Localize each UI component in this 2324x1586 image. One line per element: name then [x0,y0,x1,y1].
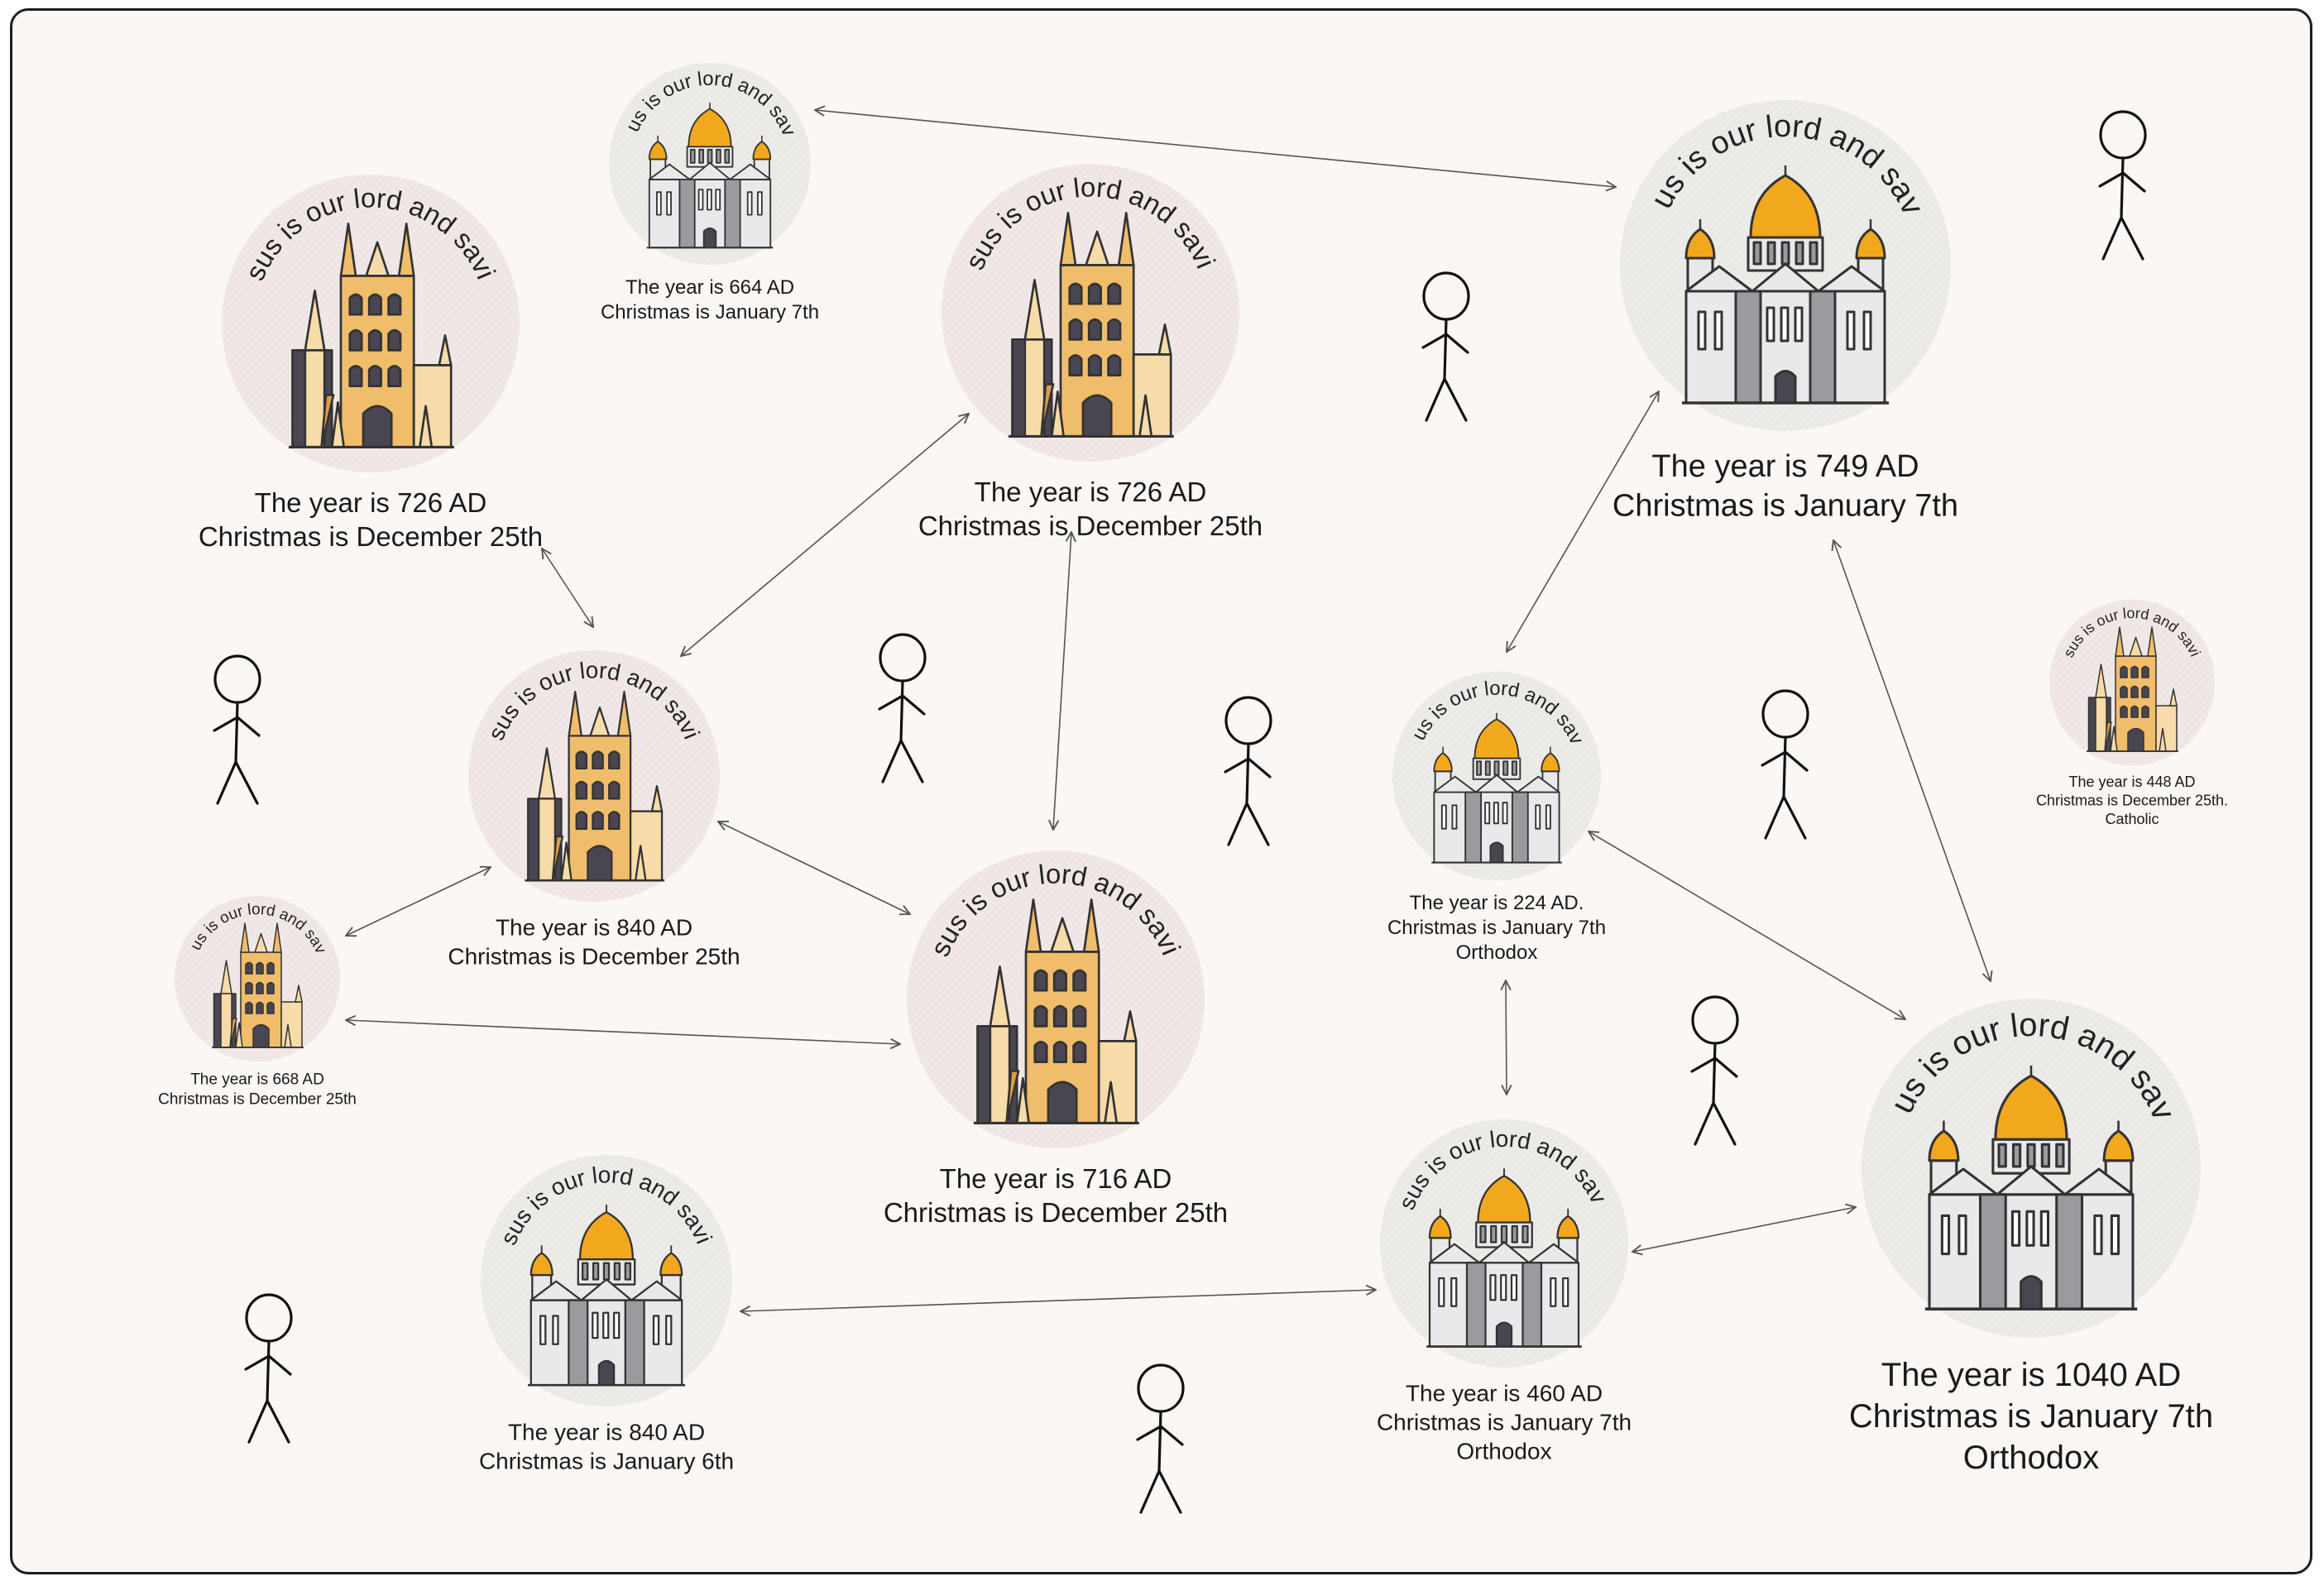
node-caption-line: The year is 664 AD [625,276,794,299]
node-caption-line: Orthodox [1963,1440,2100,1476]
node-caption-line: Catholic [2105,811,2159,827]
figures-layer [213,110,2147,1514]
connector-arrow-n224-n1040[interactable] [1588,831,1905,1019]
node-caption-line: Orthodox [1456,1439,1551,1464]
connector-arrow-n668-n716[interactable] [346,1020,900,1044]
stick-figure-icon[interactable] [244,1293,293,1444]
orthodox-cathedral-icon [528,1205,685,1387]
connector-arrow-n840b-n460[interactable] [740,1290,1376,1311]
connector-arrow-n664-n749[interactable] [815,110,1616,187]
nodes-layer: Jesus is our lord and savior.The year is… [12,11,2228,1476]
node-caption-line: Christmas is January 7th [1849,1398,2213,1435]
church-node-n726a[interactable]: Jesus is our lord and savior.The year is… [12,11,543,552]
node-caption-line: Christmas is December 25th. [2036,793,2228,809]
node-caption-line: The year is 668 AD [190,1071,324,1089]
node-caption-line: The year is 726 AD [975,477,1207,507]
node-caption-line: Christmas is January 6th [479,1449,734,1474]
node-caption-line: Christmas is December 25th [884,1197,1228,1228]
orthodox-cathedral-icon [1431,712,1562,864]
stick-figure-icon[interactable] [1136,1363,1185,1514]
connector-arrow-n749-n1040[interactable] [1833,540,1991,981]
gothic-cathedral-icon [973,898,1139,1124]
connector-arrow-n726a-n840a[interactable] [542,549,593,627]
node-caption-line: The year is 840 AD [496,915,692,941]
orthodox-cathedral-icon [1924,1065,2138,1310]
gothic-cathedral-icon [212,922,304,1048]
node-caption-line: Christmas is December 25th [448,944,740,970]
stick-figure-icon[interactable] [1761,689,1809,840]
node-caption-line: The year is 716 AD [940,1163,1172,1194]
stick-figure-icon[interactable] [1690,995,1739,1146]
connector-arrow-n224-n460[interactable] [1506,980,1507,1095]
node-caption-line: Christmas is January 7th [601,301,819,323]
connector-arrow-n749-n224[interactable] [1507,391,1659,652]
node-caption-line: Christmas is January 7th [1377,1410,1632,1435]
motto-label: Jesus is our lord and savior. [12,11,329,956]
diagram-board: Jesus is our lord and savior.The year is… [12,11,2228,1514]
gothic-cathedral-icon [288,223,454,448]
edges-layer [346,110,1991,1311]
node-caption-line: The year is 448 AD [2068,774,2195,790]
orthodox-cathedral-icon [1426,1168,1582,1348]
node-caption-line: Christmas is December 25th [918,510,1263,541]
node-caption-line: Christmas is December 25th [199,521,543,552]
node-caption-line: The year is 840 AD [508,1420,705,1445]
gothic-cathedral-icon [2087,626,2178,752]
node-caption-line: Orthodox [1456,942,1538,964]
orthodox-cathedral-icon [646,103,774,249]
node-caption-line: Christmas is January 7th [1387,917,1606,939]
connector-arrow-n840a-n716[interactable] [718,822,910,914]
node-caption-line: Christmas is December 25th [158,1090,357,1108]
node-caption-line: The year is 1040 AD [1881,1357,2181,1393]
orthodox-cathedral-icon [1682,165,1889,405]
stick-figure-icon[interactable] [878,633,927,783]
connector-arrow-n460-n1040[interactable] [1632,1207,1856,1252]
connector-arrow-n726b-n716[interactable] [1053,532,1071,830]
gothic-cathedral-icon [525,691,665,882]
connector-arrow-n840a-n668[interactable] [346,867,491,936]
church-node-n668[interactable]: Jesus is our lord and savior. The year is… [12,11,357,1108]
node-caption-line: The year is 749 AD [1651,449,1919,484]
stick-figure-icon[interactable] [213,654,261,805]
church-node-n460[interactable]: Jesus is our lord and savior.The year is… [12,11,1632,1464]
node-caption-line: The year is 726 AD [255,487,487,518]
diagram-canvas: Jesus is our lord and savior.The year is… [10,8,2312,1574]
stick-figure-icon[interactable] [2098,110,2147,261]
node-caption-line: The year is 224 AD. [1410,892,1584,914]
stick-figure-icon[interactable] [1224,696,1272,846]
stick-figure-icon[interactable] [1421,271,1470,422]
node-caption-line: Christmas is January 7th [1612,489,1958,524]
connector-arrow-n840a-n726b[interactable] [681,414,969,656]
gothic-cathedral-icon [1008,212,1174,438]
node-caption-line: The year is 460 AD [1406,1381,1603,1406]
